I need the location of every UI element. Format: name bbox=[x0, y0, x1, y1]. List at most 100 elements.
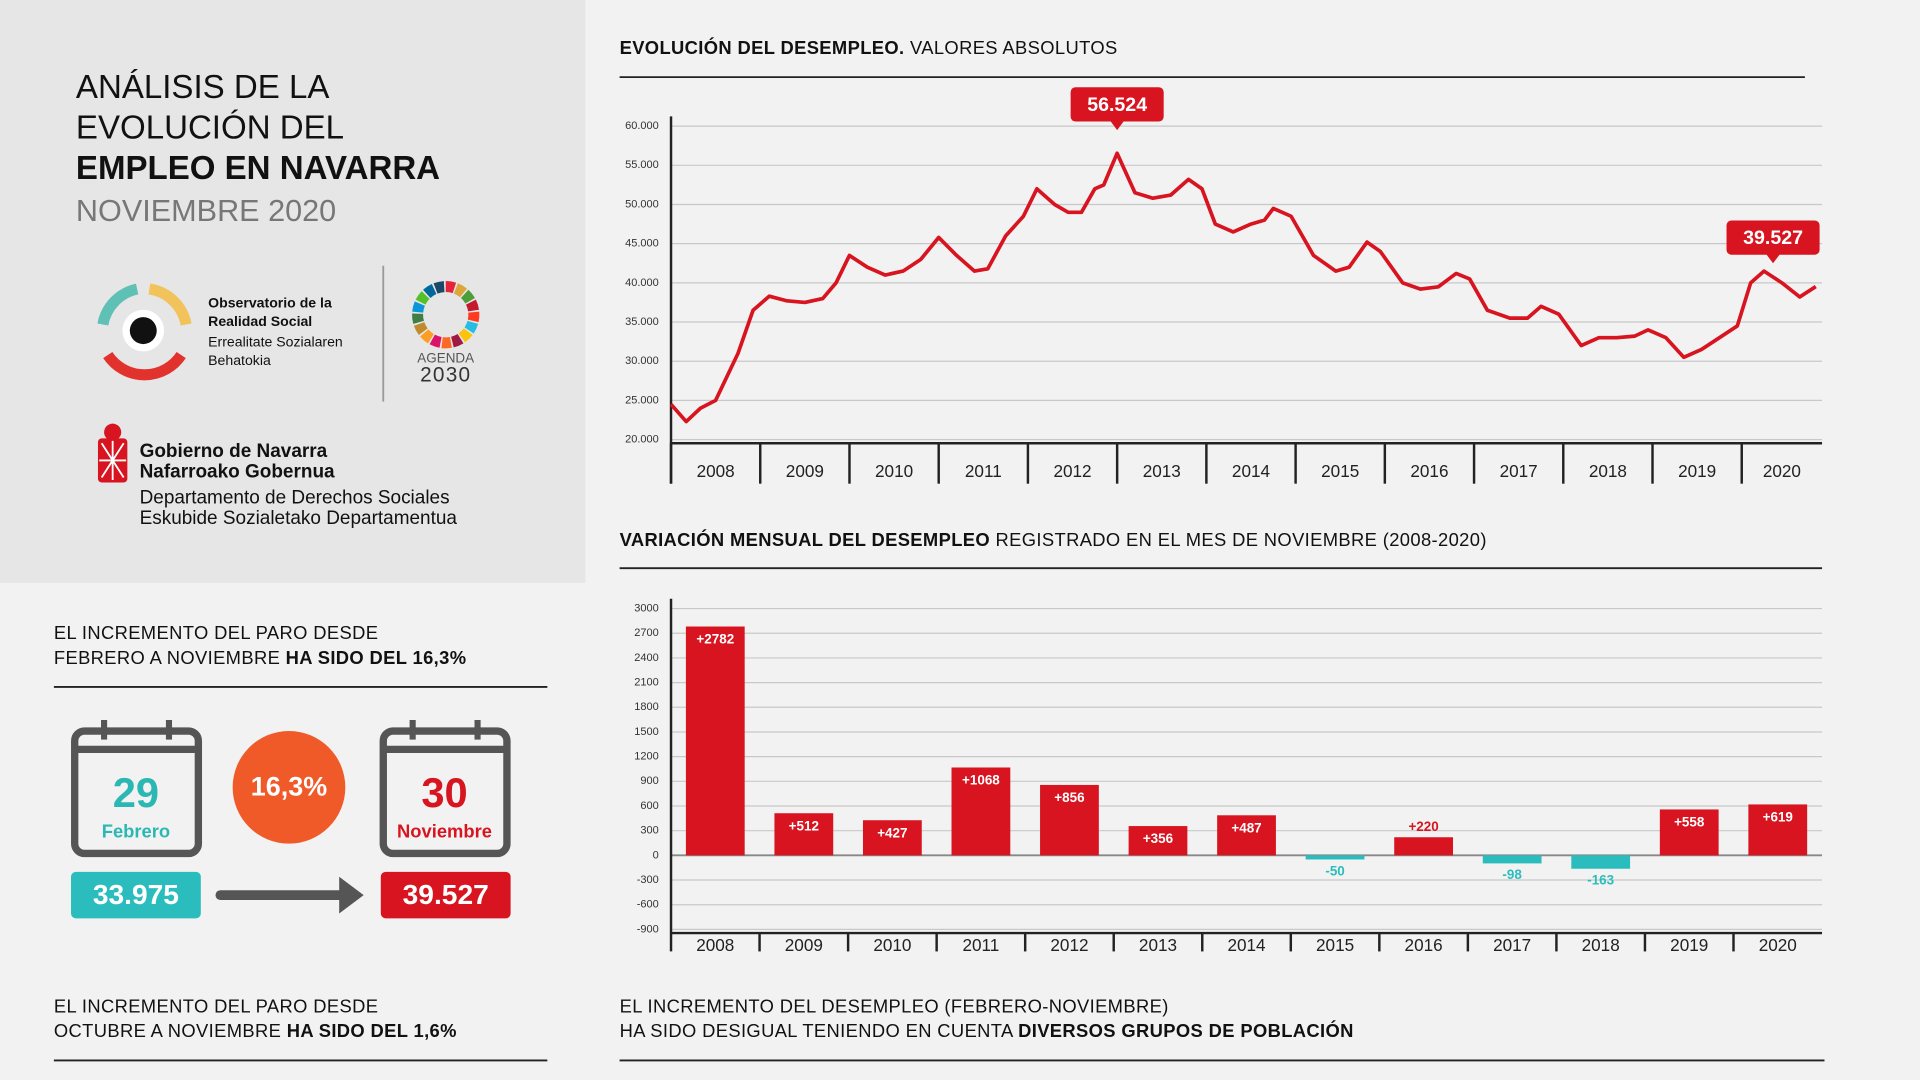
value-label: 39.527 bbox=[403, 879, 489, 910]
y-tick-label: 25.000 bbox=[625, 394, 659, 406]
annotation-label: 56.524 bbox=[1087, 94, 1147, 116]
ring-segment bbox=[412, 301, 425, 313]
ring-segment bbox=[415, 291, 430, 305]
logo-text: Errealitate Sozialaren bbox=[208, 334, 343, 350]
ring-segment bbox=[467, 311, 480, 323]
value-label: +512 bbox=[789, 818, 819, 833]
x-tick-label: 2020 bbox=[1763, 461, 1801, 481]
stat-heading: FEBRERO A NOVIEMBRE HA SIDO DEL 16,3% bbox=[54, 647, 467, 668]
logo-arc bbox=[97, 283, 139, 326]
bar bbox=[1305, 855, 1365, 860]
y-tick-label: 2400 bbox=[634, 652, 659, 664]
value-label: +619 bbox=[1763, 809, 1793, 824]
calendar-frame bbox=[71, 727, 203, 858]
chart-title-part: VALORES ABSOLUTOS bbox=[905, 37, 1118, 58]
footer-heading: HA SIDO DESIGUAL TENIENDO EN CUENTA DIVE… bbox=[620, 1020, 1354, 1041]
chart-title: EVOLUCIÓN DEL DESEMPLEO. VALORES ABSOLUT… bbox=[620, 37, 1118, 58]
y-tick-label: 900 bbox=[640, 775, 658, 787]
value-label: +1068 bbox=[962, 773, 1000, 788]
x-tick-label: 2020 bbox=[1759, 935, 1797, 955]
x-tick-label: 2009 bbox=[785, 935, 823, 955]
value-label: +427 bbox=[877, 825, 907, 840]
value-label: +558 bbox=[1674, 814, 1705, 829]
stat-heading: EL INCREMENTO DEL PARO DESDE bbox=[54, 622, 379, 643]
logo-text: Nafarroako Gobernua bbox=[140, 462, 335, 483]
x-tick-label: 2018 bbox=[1582, 935, 1620, 955]
bar bbox=[1128, 826, 1188, 856]
y-tick-label: 600 bbox=[640, 800, 658, 812]
arrow-head bbox=[339, 876, 364, 914]
x-tick-label: 2016 bbox=[1410, 461, 1448, 481]
y-tick-label: 1200 bbox=[634, 751, 659, 763]
y-tick-label: -900 bbox=[637, 923, 659, 935]
y-tick-label: 1800 bbox=[634, 701, 659, 713]
x-tick-label: 2012 bbox=[1053, 461, 1091, 481]
stat-heading-part: OCTUBRE A NOVIEMBRE bbox=[54, 1020, 287, 1041]
value-label: +220 bbox=[1408, 819, 1438, 834]
calendar-day: 30 bbox=[421, 769, 467, 816]
title-line: EVOLUCIÓN DEL bbox=[76, 109, 344, 147]
bar bbox=[685, 626, 745, 856]
bar bbox=[1748, 804, 1808, 856]
annotation-box bbox=[1726, 220, 1820, 255]
x-tick-label: 2013 bbox=[1143, 461, 1181, 481]
bar bbox=[774, 813, 834, 856]
value-label: -163 bbox=[1587, 873, 1614, 888]
value-label: -50 bbox=[1325, 863, 1344, 878]
logo-text: Realidad Social bbox=[208, 313, 312, 329]
change-circle bbox=[232, 731, 346, 844]
value-box bbox=[380, 871, 511, 919]
header-panel bbox=[0, 0, 586, 583]
x-tick-label: 2008 bbox=[696, 935, 734, 955]
y-tick-label: 3000 bbox=[634, 602, 659, 614]
logo-text: Departamento de Derechos Sociales bbox=[140, 487, 450, 508]
agenda-ring bbox=[412, 281, 480, 349]
logo-arc bbox=[148, 283, 192, 326]
logo-text: Observatorio de la bbox=[208, 294, 332, 310]
x-tick-label: 2014 bbox=[1227, 935, 1266, 955]
calendar-frame bbox=[379, 727, 511, 858]
crown bbox=[104, 423, 122, 441]
subtitle: NOVIEMBRE 2020 bbox=[76, 194, 336, 228]
stat-heading: OCTUBRE A NOVIEMBRE HA SIDO DEL 1,6% bbox=[54, 1020, 457, 1041]
y-tick-label: 45.000 bbox=[625, 238, 659, 250]
ring-segment bbox=[460, 289, 475, 304]
y-tick-label: 20.000 bbox=[625, 433, 659, 445]
y-tick-label: 2100 bbox=[634, 677, 659, 689]
ring-segment bbox=[420, 329, 434, 344]
x-tick-label: 2010 bbox=[875, 461, 913, 481]
bar bbox=[1482, 855, 1542, 864]
ring-segment bbox=[412, 313, 424, 324]
title-line: ANÁLISIS DE LA bbox=[76, 69, 329, 106]
ring-segment bbox=[433, 281, 445, 294]
change-label: 16,3% bbox=[251, 772, 327, 802]
y-tick-label: 2700 bbox=[634, 627, 659, 639]
x-tick-label: 2008 bbox=[697, 461, 735, 481]
gobierno-shield bbox=[97, 423, 128, 483]
annotation-box bbox=[1070, 87, 1164, 122]
logo-arc bbox=[103, 351, 186, 381]
ring-segment bbox=[445, 281, 457, 294]
logo-text: Gobierno de Navarra bbox=[140, 441, 328, 462]
value-label: 33.975 bbox=[93, 879, 179, 910]
stat-heading-bold: HA SIDO DEL 16,3% bbox=[286, 647, 467, 668]
ring-segment bbox=[453, 283, 467, 298]
bar bbox=[1394, 837, 1453, 856]
y-tick-label: 30.000 bbox=[625, 355, 659, 367]
y-tick-label: 40.000 bbox=[625, 277, 659, 289]
footer-heading-bold: DIVERSOS GRUPOS DE POBLACIÓN bbox=[1018, 1020, 1354, 1041]
bar bbox=[1659, 809, 1719, 856]
calendar-month: Febrero bbox=[102, 820, 170, 841]
ring-segment bbox=[429, 334, 442, 348]
ring-segment bbox=[464, 320, 479, 334]
line-series bbox=[669, 151, 1817, 424]
x-tick-label: 2015 bbox=[1321, 461, 1359, 481]
y-tick-label: 55.000 bbox=[625, 159, 659, 171]
x-tick-label: 2013 bbox=[1139, 935, 1177, 955]
x-tick-label: 2018 bbox=[1589, 461, 1627, 481]
y-tick-label: -300 bbox=[637, 874, 659, 886]
value-box bbox=[71, 871, 201, 919]
ring-segment bbox=[423, 284, 437, 299]
observatorio-logo bbox=[97, 283, 192, 381]
